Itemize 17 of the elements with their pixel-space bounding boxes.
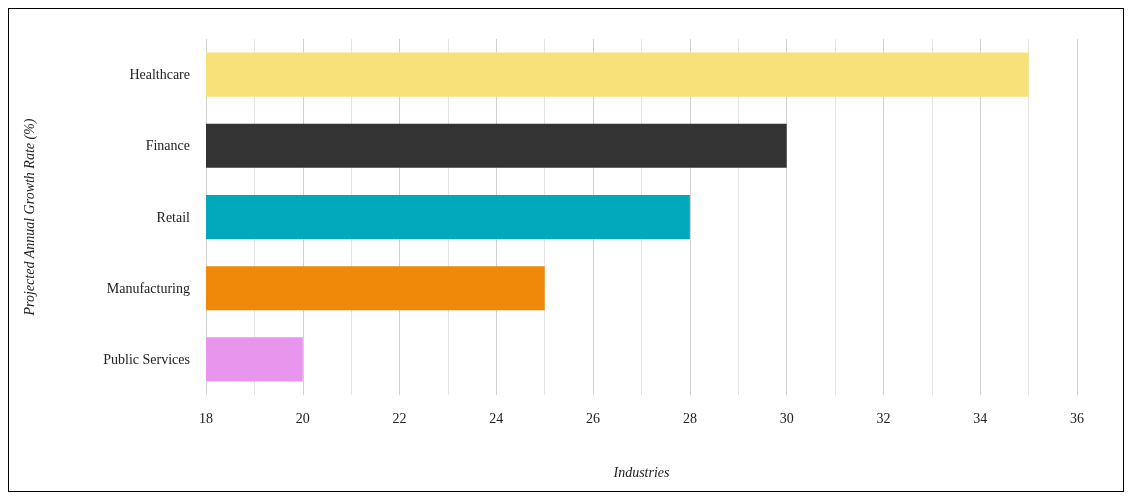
x-tick-label: 28 bbox=[682, 410, 697, 426]
x-tick-label: 36 bbox=[1070, 410, 1084, 426]
x-tick-label: 18 bbox=[199, 410, 213, 426]
x-tick-label: 26 bbox=[586, 410, 601, 426]
y-tick-label: Public Services bbox=[103, 351, 190, 367]
y-tick-label: Healthcare bbox=[129, 67, 190, 83]
y-tick-label: Retail bbox=[156, 209, 191, 225]
x-tick-label: 20 bbox=[295, 410, 310, 426]
y-tick-label: Finance bbox=[145, 138, 190, 154]
x-tick-label: 22 bbox=[392, 410, 407, 426]
x-tick-label: 24 bbox=[489, 410, 504, 426]
y-axis-title: Projected Annual Growth Rate (%) bbox=[21, 118, 38, 317]
y-tick-label: Manufacturing bbox=[106, 280, 190, 296]
x-tick-label: 32 bbox=[876, 410, 891, 426]
x-axis-title: Industries bbox=[612, 464, 671, 480]
x-tick-label: 34 bbox=[973, 410, 988, 426]
x-tick-label: 30 bbox=[779, 410, 794, 426]
